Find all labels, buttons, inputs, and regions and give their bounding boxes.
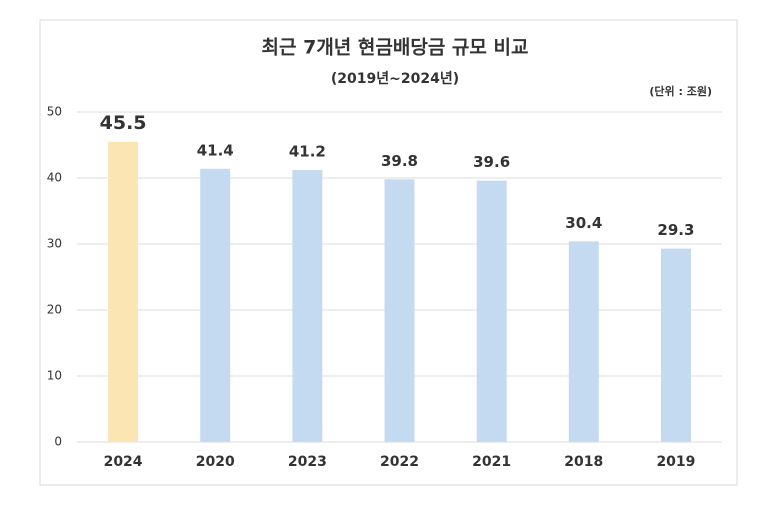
x-tick-label: 2024 xyxy=(104,454,143,470)
data-label: 39.6 xyxy=(473,153,510,171)
data-label: 45.5 xyxy=(100,112,147,134)
x-tick-label: 2023 xyxy=(288,454,327,470)
y-tick-label: 20 xyxy=(47,303,62,317)
y-tick-label: 40 xyxy=(47,171,62,185)
bar xyxy=(108,141,139,442)
data-label: 41.2 xyxy=(289,143,326,161)
y-tick-label: 30 xyxy=(47,237,62,251)
bar xyxy=(476,180,507,442)
data-label: 29.3 xyxy=(657,221,694,239)
chart-subtitle: (2019년~2024년) xyxy=(331,71,459,87)
y-tick-label: 0 xyxy=(54,435,62,449)
bar xyxy=(200,168,231,442)
data-label: 30.4 xyxy=(565,214,602,232)
chart-title: 최근 7개년 현금배당금 규모 비교 xyxy=(262,37,529,59)
bar xyxy=(660,248,691,442)
unit-label: (단위 : 조원) xyxy=(649,84,712,98)
x-tick-label: 2021 xyxy=(472,454,511,470)
x-tick-label: 2018 xyxy=(564,454,603,470)
x-tick-label: 2022 xyxy=(380,454,419,470)
y-tick-label: 10 xyxy=(47,369,62,383)
bar xyxy=(292,170,323,442)
y-tick-label: 50 xyxy=(47,105,62,119)
data-label: 41.4 xyxy=(197,141,234,159)
data-label: 39.8 xyxy=(381,152,418,170)
x-tick-label: 2019 xyxy=(656,454,695,470)
bar xyxy=(384,179,415,442)
x-tick-label: 2020 xyxy=(196,454,235,470)
bar xyxy=(568,241,599,442)
